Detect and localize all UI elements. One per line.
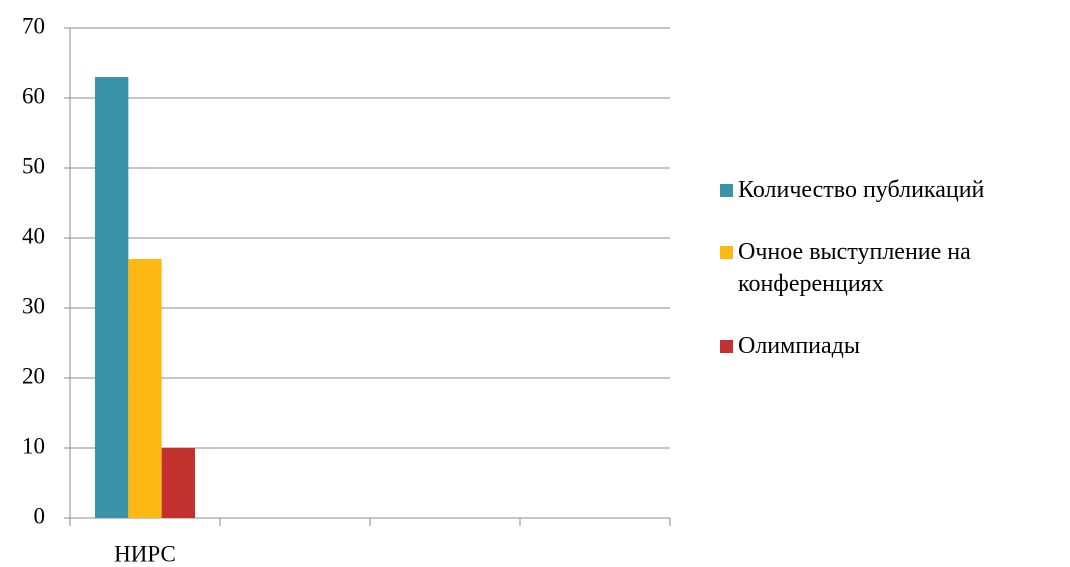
y-tick-label: 0 (34, 503, 46, 528)
bar (95, 77, 129, 518)
bar (161, 448, 195, 518)
legend-swatch (720, 184, 733, 197)
legend-label: Количество публикаций (738, 177, 985, 203)
bar (128, 259, 162, 518)
y-tick-label: 40 (22, 223, 45, 248)
y-tick-label: 30 (22, 293, 45, 318)
legend-swatch (720, 340, 733, 353)
legend-item: Олимпиады (720, 330, 1065, 362)
legend-item: Очное выступление на конференциях (720, 236, 1065, 300)
y-tick-label: 70 (22, 13, 45, 38)
legend: Количество публикаций Очное выступление н… (720, 174, 1065, 392)
y-tick-label: 60 (22, 83, 45, 108)
legend-label: Очное выступление на конференциях (738, 239, 971, 297)
legend-swatch (720, 246, 733, 259)
legend-label: Олимпиады (738, 333, 861, 359)
y-tick-label: 20 (22, 363, 45, 388)
y-tick-label: 10 (22, 433, 45, 458)
x-tick-label: НИРС (114, 541, 176, 566)
y-tick-label: 50 (22, 153, 45, 178)
legend-item: Количество публикаций (720, 174, 1065, 206)
